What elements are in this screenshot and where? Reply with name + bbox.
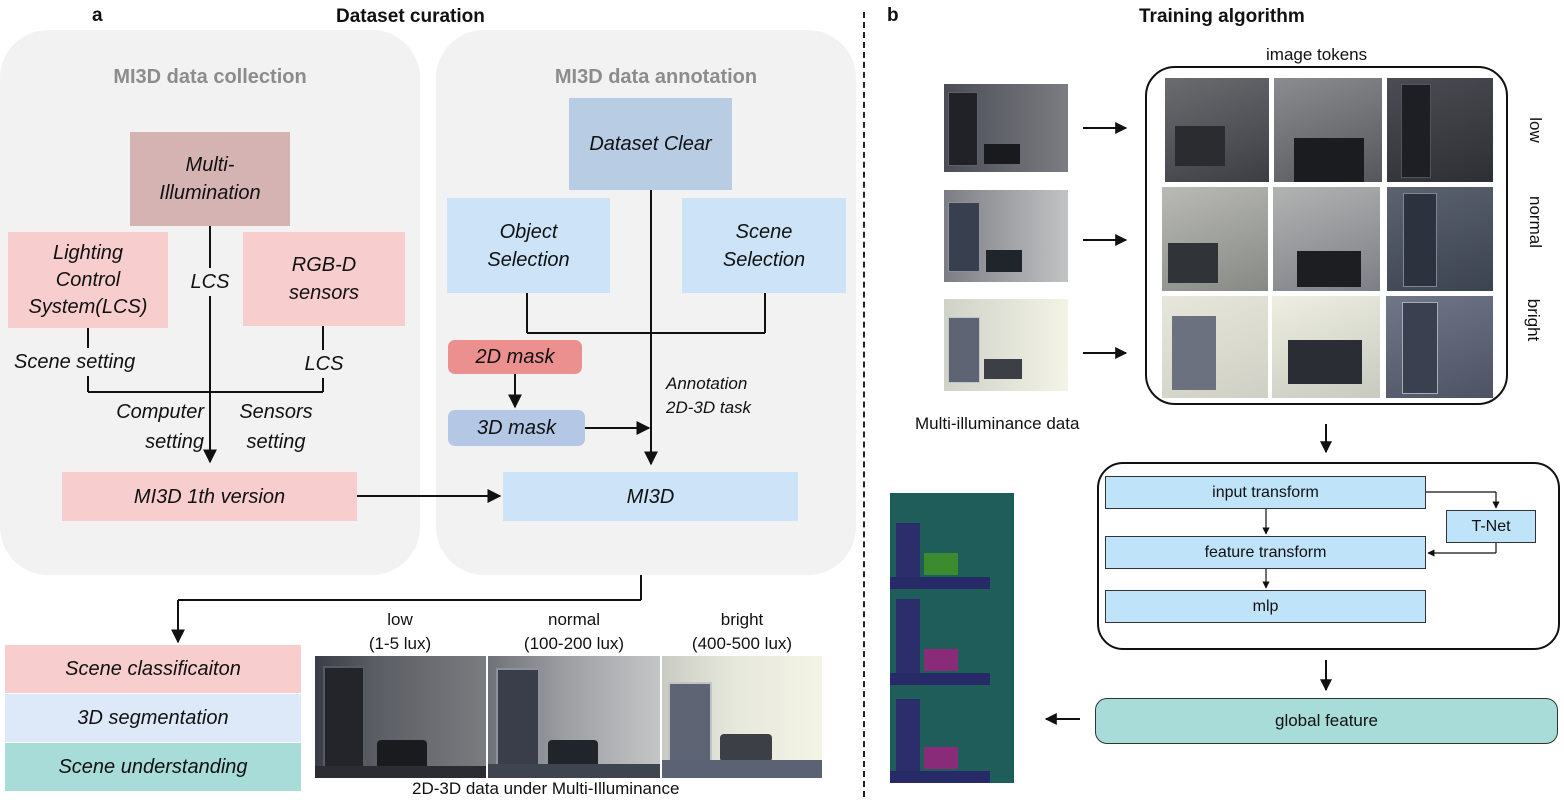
- mi3d-box: MI3D: [503, 472, 798, 521]
- token-bright-3-shape: [1402, 302, 1438, 394]
- image-tokens-label: image tokens: [1266, 45, 1368, 64]
- input-photo-normal-shelf: [948, 202, 980, 272]
- token-bright-1-shape: [1172, 316, 1216, 390]
- photo-normal-shelf: [496, 668, 540, 768]
- photo-low: [315, 656, 486, 778]
- illum-normal-label: normal (100-200 lux): [488, 608, 660, 656]
- collection-panel-title: MI3D data collection: [113, 66, 307, 88]
- input-photo-normal: [944, 190, 1068, 282]
- photo-low-shelf: [323, 666, 365, 771]
- token-grid-frame: [1145, 66, 1508, 405]
- object-selection-box: Object Selection: [447, 198, 610, 293]
- token-normal-2-shape: [1297, 251, 1361, 287]
- seg-output-1-object: [924, 553, 958, 575]
- seg-output-3-shelf: [896, 699, 920, 779]
- scene-setting-label: Scene setting: [14, 348, 136, 376]
- panel-b-title: Training algorithm: [1139, 6, 1305, 27]
- network-frame: [1097, 462, 1560, 650]
- lcs-center-label: LCS: [180, 268, 240, 296]
- token-normal-1-shape: [1168, 243, 1218, 283]
- illum-bright-label: bright (400-500 lux): [662, 608, 822, 656]
- task-scene-classification: Scene classificaiton: [5, 645, 301, 693]
- mask-3d-box: 3D mask: [448, 410, 585, 446]
- annotation-panel-title: MI3D data annotation: [554, 66, 758, 88]
- seg-output-3: [890, 685, 1014, 783]
- seg-output-1: [890, 493, 1014, 589]
- panel-a-title: Dataset curation: [336, 6, 485, 27]
- token-low-1-shape: [1175, 126, 1225, 166]
- input-photo-low: [944, 84, 1068, 172]
- seg-output-2-floor: [890, 673, 990, 685]
- panel-divider: [863, 12, 865, 797]
- photo-bright-object: [720, 734, 772, 762]
- token-normal-3-shape: [1403, 193, 1437, 287]
- input-photo-low-object: [984, 144, 1020, 164]
- photo-normal-object: [548, 740, 598, 768]
- photo-normal: [488, 656, 660, 778]
- global-feature-box: global feature: [1095, 698, 1558, 744]
- illum-bright-range: (400-500 lux): [691, 634, 793, 653]
- seg-output-1-shelf: [896, 523, 920, 587]
- illum-low-range: (1-5 lux): [368, 634, 432, 653]
- token-bright-2-shape: [1288, 340, 1362, 384]
- token-bright-1: [1162, 296, 1268, 398]
- t-net-box: T-Net: [1446, 510, 1536, 543]
- input-photo-bright: [944, 299, 1068, 391]
- photo-bright-shelf: [668, 682, 712, 770]
- input-photo-normal-object: [986, 250, 1022, 272]
- seg-output-1-floor: [890, 577, 990, 589]
- photo-bright: [662, 656, 822, 778]
- token-bright-3: [1386, 296, 1493, 398]
- task-scene-understanding: Scene understanding: [5, 743, 301, 791]
- token-normal-3: [1387, 187, 1493, 291]
- input-transform-box: input transform: [1105, 476, 1426, 509]
- lcs-right-label: LCS: [296, 350, 352, 378]
- panel-b-letter: b: [887, 5, 899, 26]
- input-photo-bright-object: [984, 359, 1022, 379]
- seg-output-2-shelf: [896, 599, 920, 679]
- seg-output-2: [890, 589, 1014, 685]
- annotation-task-label: Annotation 2D-3D task: [666, 374, 752, 417]
- illum-low-name: low: [387, 610, 413, 629]
- dataset-clear-box: Dataset Clear: [569, 98, 732, 190]
- input-photo-low-shelf: [948, 92, 978, 166]
- token-low-1: [1165, 78, 1269, 182]
- token-low-2-shape: [1294, 138, 1364, 182]
- feature-transform-box: feature transform: [1105, 536, 1426, 569]
- photo-low-object: [377, 740, 427, 770]
- token-low-3-shape: [1401, 84, 1431, 178]
- photo-bright-floor: [662, 760, 822, 778]
- multi-illumination-box: Multi- Illumination: [130, 132, 290, 226]
- token-low-2: [1274, 78, 1382, 182]
- panel-a-letter: a: [92, 5, 103, 26]
- token-normal-2: [1273, 187, 1380, 291]
- illum-normal-range: (100-200 lux): [523, 634, 625, 653]
- first-version-box: MI3D 1th version: [62, 472, 357, 521]
- illum-bright-name: bright: [720, 610, 764, 629]
- illum-low-label: low (1-5 lux): [315, 608, 485, 656]
- token-low-3: [1387, 78, 1493, 182]
- seg-output-2-object: [924, 649, 958, 671]
- rgbd-sensors-box: RGB-D sensors: [243, 232, 405, 326]
- token-bright-2: [1272, 296, 1380, 398]
- input-caption: Multi-illuminance data: [915, 414, 1080, 433]
- illum-normal-name: normal: [548, 610, 600, 629]
- mlp-box: mlp: [1105, 590, 1426, 623]
- scene-selection-box: Scene Selection: [682, 198, 846, 293]
- data-caption: 2D-3D data under Multi-Illuminance: [412, 779, 680, 798]
- mask-2d-box: 2D mask: [448, 340, 582, 374]
- seg-output-3-object: [924, 747, 958, 769]
- token-normal-1: [1162, 187, 1268, 291]
- photo-normal-floor: [488, 764, 660, 778]
- seg-output-3-floor: [890, 771, 990, 783]
- input-photo-bright-shelf: [948, 317, 980, 383]
- photo-low-floor: [315, 766, 486, 778]
- lighting-control-box: Lighting Control System(LCS): [8, 232, 168, 328]
- task-3d-segmentation: 3D segmentation: [5, 694, 301, 742]
- computer-setting-label: Computer setting: [116, 401, 204, 453]
- sensors-setting-label: Sensors setting: [239, 401, 313, 453]
